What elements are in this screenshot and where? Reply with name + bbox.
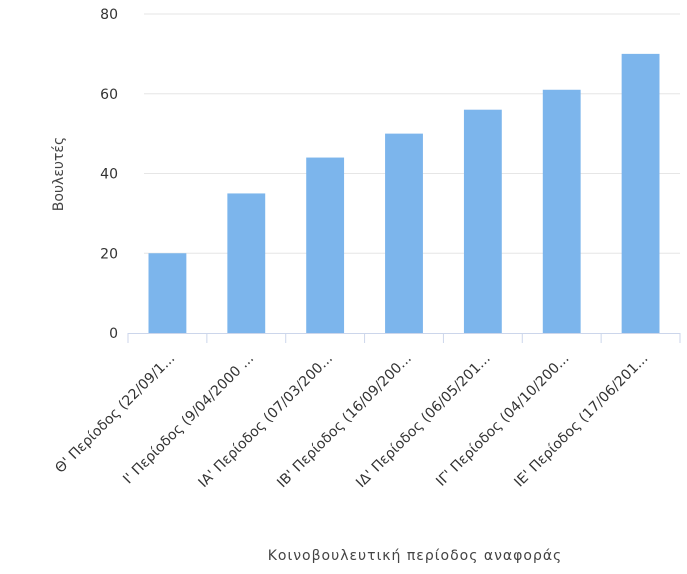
bar[interactable] [463, 109, 502, 333]
y-tick-labels: 0 20 40 60 80 [100, 7, 118, 342]
bar[interactable] [621, 53, 660, 333]
bar[interactable] [227, 193, 266, 333]
bars [148, 53, 660, 333]
y-tick-label: 40 [100, 167, 118, 183]
y-tick-label: 0 [109, 326, 118, 342]
bar[interactable] [148, 253, 187, 333]
bar[interactable] [385, 133, 423, 333]
bar[interactable] [542, 89, 581, 333]
x-tick-label: ΙΑ' Περίοδος (07/03/200... [195, 351, 335, 491]
x-tick-label: ΙΕ' Περίοδος (17/06/201... [511, 351, 651, 491]
y-tick-label: 60 [100, 87, 118, 103]
x-tick-label: ΙΒ' Περίοδος (16/09/200... [274, 351, 415, 492]
bar[interactable] [306, 157, 345, 333]
x-tick-label: ΙΓ' Περίοδος (04/10/200... [433, 351, 572, 490]
y-tick-label: 80 [100, 7, 118, 23]
x-axis [127, 333, 681, 343]
x-axis-title: Κοινοβουλευτική περίοδος αναφοράς [268, 548, 563, 564]
y-axis-title: Βουλευτές [51, 137, 67, 211]
x-tick-label: ΙΔ' Περίοδος (06/05/201... [353, 351, 493, 491]
x-tick-label: Ι' Περίοδος (9/04/2000 ... [120, 351, 257, 488]
x-tick-labels: Θ' Περίοδος (22/09/1...Ι' Περίοδος (9/04… [52, 351, 651, 492]
y-tick-label: 20 [100, 246, 118, 262]
